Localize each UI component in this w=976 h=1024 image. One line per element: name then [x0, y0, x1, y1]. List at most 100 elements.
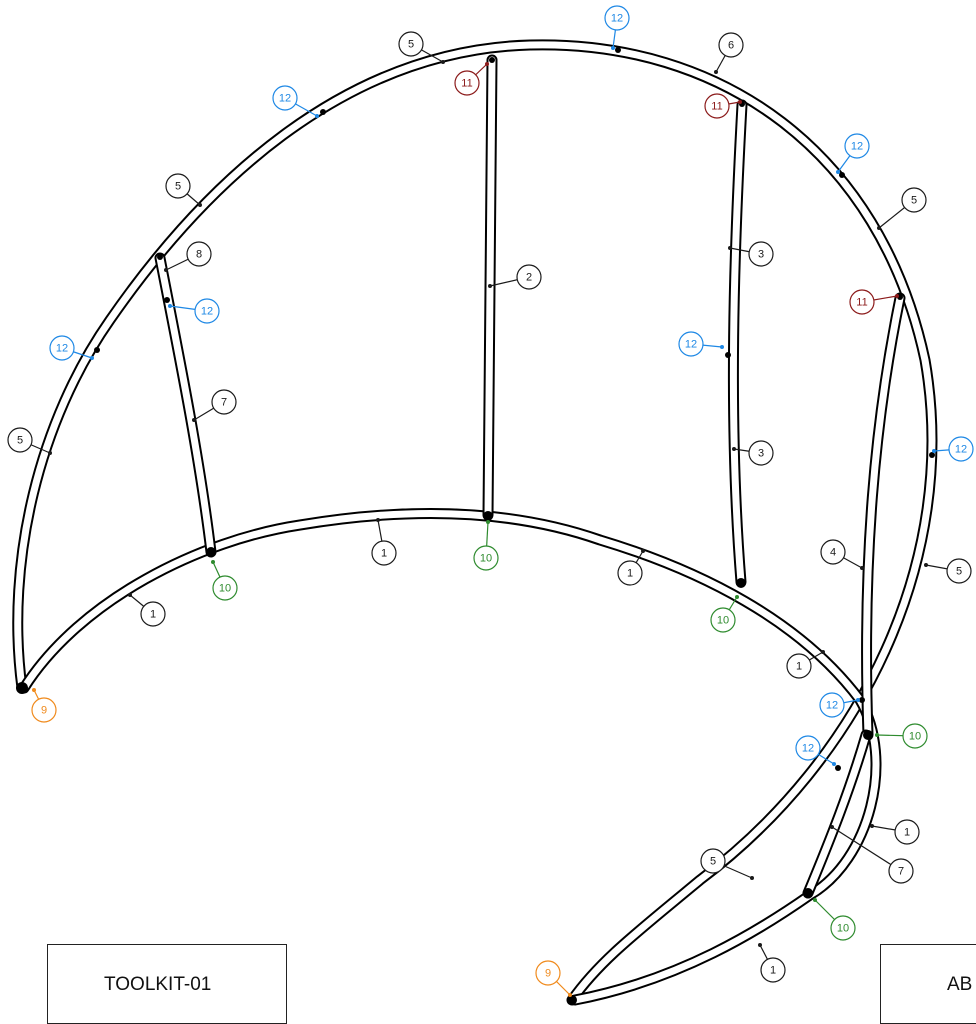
callout-number: 11 [461, 78, 472, 90]
callout-number: 3 [758, 448, 764, 460]
callout-number: 10 [480, 553, 492, 565]
callout-balloon-5: 5 [398, 31, 445, 64]
callout-circle [795, 735, 821, 761]
lower-curve-tube [18, 508, 882, 1006]
callout-number: 12 [56, 343, 68, 355]
tee-joint [863, 730, 873, 740]
callout-circle [473, 545, 499, 571]
callout-balloon-12: 12 [836, 133, 870, 174]
callout-circle [748, 440, 774, 466]
callout-circle [165, 173, 191, 199]
callout-circle [894, 819, 920, 845]
right-upright-tube-core [729, 101, 746, 586]
tube-frame [12, 39, 938, 1006]
callout-balloon-12: 12 [795, 735, 836, 766]
callout-balloon-8: 8 [164, 241, 212, 272]
callout-circle [700, 848, 726, 874]
callout-leader-tip [924, 563, 928, 567]
tee-joint [736, 578, 746, 588]
callout-leader-tip [441, 60, 445, 64]
callout-leader-tip [875, 733, 879, 737]
callout-circle [902, 723, 928, 749]
clip-joint [320, 109, 326, 115]
callout-circle [760, 957, 786, 983]
callout-leader-tip [870, 824, 874, 828]
callout-balloon-10: 10 [473, 520, 499, 571]
callout-circle [786, 653, 812, 679]
callout-balloon-4: 4 [820, 539, 864, 570]
callout-circle [704, 93, 730, 119]
callout-balloon-10: 10 [211, 560, 238, 601]
callout-leader-tip [720, 345, 724, 349]
callout-leader-tip [48, 451, 52, 455]
callout-number: 12 [802, 743, 814, 755]
callout-balloon-5: 5 [700, 848, 754, 880]
callout-circle [718, 32, 744, 58]
callout-circle [371, 540, 397, 566]
callout-number: 5 [17, 435, 23, 447]
outer-arch-tube [12, 39, 938, 1006]
callout-leader-line [831, 826, 902, 872]
callout-balloon-12: 12 [49, 335, 94, 361]
callout-leader-tip [895, 294, 899, 298]
clip-joint [725, 352, 731, 358]
joint-markers [16, 47, 935, 1005]
callout-circle [211, 389, 237, 415]
callout-balloon-10: 10 [813, 898, 856, 941]
callout-circle [398, 31, 424, 57]
callout-balloon-1: 1 [371, 518, 397, 566]
end-cap-joint [16, 682, 28, 694]
callout-leader-tip [192, 418, 196, 422]
callout-leader-tip [211, 560, 215, 564]
callout-balloon-11: 11 [704, 93, 742, 119]
clip-joint [929, 452, 935, 458]
callout-balloon-1: 1 [786, 650, 825, 679]
callout-balloon-5: 5 [877, 187, 927, 230]
callout-circle [820, 539, 846, 565]
callout-leader-tip [832, 762, 836, 766]
callout-number: 9 [545, 968, 551, 980]
callout-number: 7 [898, 866, 904, 878]
callout-number: 12 [826, 700, 838, 712]
callout-balloon-12: 12 [819, 692, 860, 718]
callout-circle [888, 858, 914, 884]
clip-joint [839, 172, 845, 178]
callout-balloon-3: 3 [732, 440, 774, 466]
callout-circle [678, 331, 704, 357]
callout-balloon-7: 7 [192, 389, 237, 422]
callout-circle [140, 601, 166, 627]
callout-number: 10 [837, 923, 849, 935]
clip-joint [615, 47, 621, 53]
callout-number: 9 [41, 705, 47, 717]
title-block-right: AB [880, 944, 976, 1024]
callout-number: 12 [201, 306, 213, 318]
callout-number: 5 [710, 856, 716, 868]
callout-number: 8 [196, 249, 202, 261]
callout-circle [194, 298, 220, 324]
title-block-left: TOOLKIT-01 [47, 944, 287, 1024]
callout-number: 11 [856, 297, 867, 309]
callout-balloon-1: 1 [128, 593, 166, 627]
callout-leader-tip [856, 698, 860, 702]
callout-number: 11 [711, 101, 722, 113]
callout-leader-tip [168, 304, 172, 308]
callout-leader-tip [860, 566, 864, 570]
callout-number: 12 [851, 141, 863, 153]
callout-balloon-5: 5 [165, 173, 202, 207]
callout-leader-tip [738, 100, 742, 104]
callout-leader-tip [568, 993, 572, 997]
callout-balloon-9: 9 [535, 960, 572, 997]
callout-leader-tip [732, 447, 736, 451]
callout-balloon-11: 11 [454, 62, 489, 96]
callout-circle [710, 607, 736, 633]
title-block-right-text: AB [947, 974, 973, 995]
callout-balloon-1: 1 [870, 819, 920, 845]
callout-number: 12 [685, 339, 697, 351]
callout-leader-tip [714, 70, 718, 74]
lower-brace-tube-core [804, 731, 870, 897]
callout-number: 12 [279, 93, 291, 105]
callout-circle [946, 558, 972, 584]
tee-joint [803, 888, 813, 898]
callout-circle [7, 427, 33, 453]
callout-leader-tip [735, 595, 739, 599]
